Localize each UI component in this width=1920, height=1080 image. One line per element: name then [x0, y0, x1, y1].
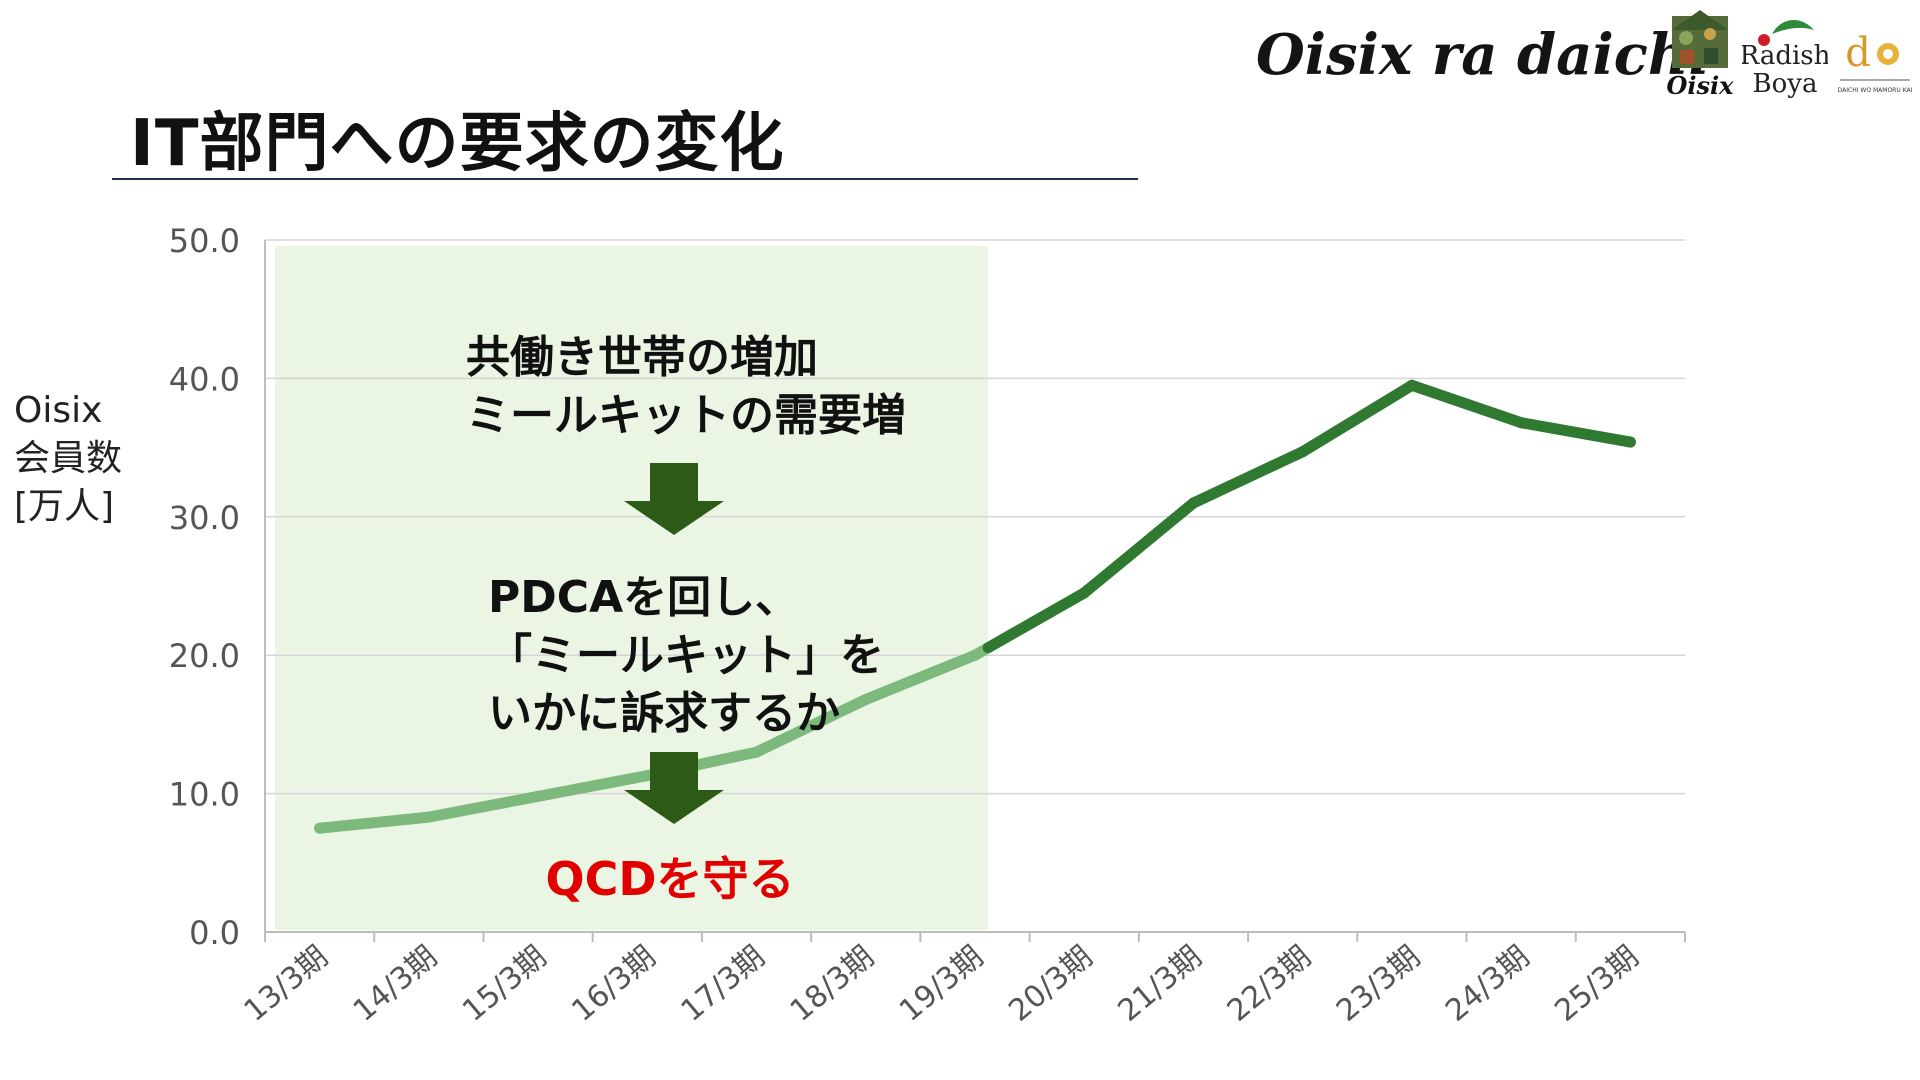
- svg-text:DAICHI WO MAMORU KAI: DAICHI WO MAMORU KAI: [1838, 87, 1913, 94]
- data-point: [1187, 497, 1199, 509]
- x-tick-label: 23/3期: [1330, 939, 1427, 1028]
- result-annotation: QCDを守る: [545, 852, 794, 906]
- svg-text:Oisix: Oisix: [1667, 71, 1735, 100]
- y-tick-label: 10.0: [169, 776, 240, 814]
- annotation-text: ミールキットの需要増: [466, 390, 906, 441]
- annotation-text: 「ミールキット」を: [488, 630, 884, 681]
- data-point: [1297, 446, 1309, 458]
- data-point: [314, 822, 326, 834]
- x-tick-label: 24/3期: [1439, 939, 1536, 1028]
- series-line-segment: [314, 811, 435, 834]
- y-tick-label: 30.0: [169, 499, 240, 537]
- y-tick-label: 0.0: [189, 914, 240, 952]
- data-point: [1624, 436, 1636, 448]
- radish-boya-logo: Radish Boya: [1742, 19, 1828, 99]
- series-line-segment: [423, 790, 544, 823]
- svg-text:Boya: Boya: [1753, 69, 1818, 99]
- oisix-logo: Oisix: [1667, 10, 1735, 100]
- y-axis-title-line: 会員数: [14, 438, 123, 479]
- series-line-segment: [1078, 497, 1199, 599]
- y-axis-title-line: Oisix: [14, 390, 103, 431]
- y-tick-label: 20.0: [169, 637, 240, 675]
- x-tick-label: 19/3期: [893, 939, 990, 1028]
- y-tick-label: 40.0: [169, 360, 240, 398]
- x-tick-label: 18/3期: [784, 939, 881, 1028]
- arrow-down-icon: [624, 752, 724, 824]
- data-point: [1406, 379, 1418, 391]
- x-tick-label: 25/3期: [1548, 939, 1645, 1028]
- title-underline: [112, 178, 1138, 180]
- series-line-segment: [860, 649, 981, 705]
- x-tick-label: 13/3期: [238, 939, 335, 1028]
- series-line-segment: [982, 587, 1090, 654]
- y-axis-title-line: [万人]: [14, 486, 115, 527]
- svg-text:Radish: Radish: [1742, 41, 1828, 71]
- series-line-segment: [1515, 417, 1636, 448]
- series-line-segment: [751, 693, 872, 758]
- data-point: [969, 649, 981, 661]
- page-title: IT部門への要求の変化: [130, 107, 785, 181]
- series-line-segment: [1187, 446, 1309, 509]
- data-point: [532, 790, 544, 802]
- data-point: [1515, 417, 1527, 429]
- x-tick-label: 22/3期: [1221, 939, 1318, 1028]
- series-line-segment: [1406, 379, 1527, 429]
- data-point: [1078, 587, 1090, 599]
- series-line-segment: [532, 770, 653, 802]
- arrow-down-icon: [624, 463, 724, 535]
- x-tick-label: 16/3期: [565, 939, 662, 1028]
- data-point: [860, 693, 872, 705]
- x-tick-label: 17/3期: [675, 939, 772, 1028]
- brand-name: Oisix ra daichi: [1256, 22, 1710, 88]
- daichi-logo: d DAICHI WO MAMORU KAI: [1838, 30, 1913, 94]
- x-tick-label: 20/3期: [1002, 939, 1099, 1028]
- x-tick-label: 15/3期: [456, 939, 553, 1028]
- data-point: [423, 811, 435, 823]
- annotation-text: 共働き世帯の増加: [466, 332, 818, 383]
- x-tick-label: 21/3期: [1112, 939, 1209, 1028]
- svg-text:d: d: [1845, 30, 1871, 76]
- annotation-text: PDCAを回し、: [488, 572, 799, 623]
- series-line-segment: [1297, 379, 1418, 458]
- annotation-text: いかに訴求するか: [488, 688, 840, 739]
- data-point: [751, 746, 763, 758]
- x-tick-label: 14/3期: [347, 939, 444, 1028]
- y-tick-label: 50.0: [169, 222, 240, 260]
